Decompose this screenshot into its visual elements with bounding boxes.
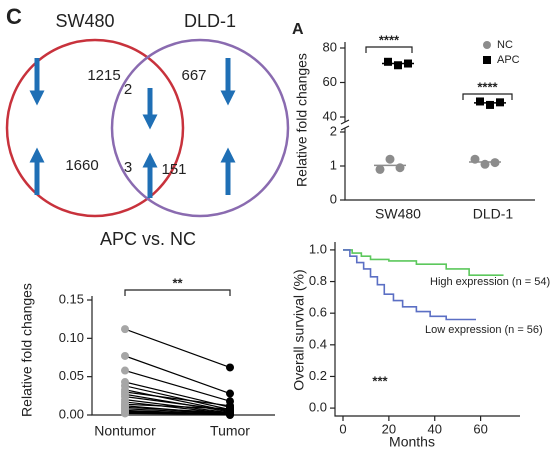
x-tick-label: SW480 <box>375 206 421 222</box>
dot <box>385 154 395 164</box>
region-count: 1660 <box>65 157 98 174</box>
panel-label: A <box>292 21 304 38</box>
y-tick-label: 40 <box>323 108 337 123</box>
dot <box>121 366 129 375</box>
dot <box>486 100 494 109</box>
y-axis-label: Relative fold changes <box>294 53 310 187</box>
y-axis-label: Overall survival (%) <box>291 269 307 390</box>
dot <box>226 389 234 398</box>
pair-line <box>124 403 231 410</box>
dot <box>384 57 392 66</box>
y-tick-label: 0.00 <box>59 406 84 421</box>
pair-line <box>124 385 231 411</box>
x-tick-label: 60 <box>473 421 487 436</box>
venn-caption: APC vs. NC <box>100 229 196 249</box>
dot <box>470 154 480 164</box>
y-tick-label: 0.10 <box>59 330 84 345</box>
annotation: *** <box>372 373 388 388</box>
x-axis-label: Months <box>389 434 435 450</box>
y-tick-label: 0.05 <box>59 368 84 383</box>
pair-line <box>124 406 231 414</box>
dot <box>121 409 129 418</box>
dot <box>121 351 129 360</box>
y-tick-label: 2 <box>330 123 337 138</box>
legend-label: Low expression (n = 56) <box>425 324 543 336</box>
set-label: DLD-1 <box>184 11 236 31</box>
dot <box>476 97 484 106</box>
bracket <box>365 46 413 53</box>
y-tick-label: 0 <box>330 191 337 206</box>
region-count: 1215 <box>87 67 120 84</box>
y-tick-label: 0.8 <box>309 273 327 288</box>
annotation: ** <box>172 275 183 290</box>
axis-break <box>340 119 350 131</box>
region-count: 667 <box>181 67 206 84</box>
dot <box>496 98 504 107</box>
pair-line <box>124 411 231 415</box>
dot <box>226 410 234 419</box>
legend-label: NC <box>497 39 513 51</box>
dot <box>490 158 500 168</box>
dot <box>375 164 385 174</box>
legend-label: High expression (n = 54) <box>430 276 550 288</box>
y-tick-label: 0.2 <box>309 368 327 383</box>
pair-line <box>124 391 231 407</box>
arrows <box>29 58 236 198</box>
y-tick-label: 60 <box>323 74 337 89</box>
venn-circle <box>5 38 185 218</box>
legend-swatch <box>483 41 491 49</box>
dot <box>395 163 405 173</box>
x-tick-label: 0 <box>339 421 346 436</box>
region-count: 2 <box>124 81 132 98</box>
y-axis-label: Relative fold changes <box>19 283 35 417</box>
pair-line <box>124 412 231 415</box>
x-tick-label: Nontumor <box>94 423 156 439</box>
dot <box>226 363 234 372</box>
annotation: **** <box>477 79 498 94</box>
survival-curve <box>343 249 477 321</box>
region-count: 151 <box>161 161 186 178</box>
x-tick-label: 20 <box>382 421 396 436</box>
pair-line <box>124 369 231 402</box>
dot <box>480 159 490 169</box>
set-label: SW480 <box>55 11 114 31</box>
panel-label: C <box>6 4 22 29</box>
y-tick-label: 1 <box>330 157 337 172</box>
dot <box>394 61 402 70</box>
annotation: **** <box>379 32 400 47</box>
y-tick-label: 0.4 <box>309 336 327 351</box>
pair-line <box>124 355 231 395</box>
y-tick-label: 80 <box>323 39 337 54</box>
bracket <box>124 289 231 296</box>
axis <box>334 242 520 417</box>
pair-line <box>124 328 231 369</box>
legend-swatch <box>483 56 491 64</box>
survival-curve <box>343 249 504 277</box>
y-tick-label: 1.0 <box>309 241 327 256</box>
x-tick-label: 40 <box>427 421 441 436</box>
y-tick-label: 0.6 <box>309 305 327 320</box>
region-count: 3 <box>124 159 132 176</box>
x-tick-label: DLD-1 <box>473 206 514 222</box>
bracket <box>462 93 513 100</box>
dot <box>404 59 412 68</box>
y-tick-label: 0.15 <box>59 291 84 306</box>
venn-circle <box>110 38 290 218</box>
x-tick-label: Tumor <box>210 423 250 439</box>
dot <box>121 325 129 334</box>
axis <box>91 296 275 416</box>
legend-label: APC <box>497 54 520 66</box>
y-tick-label: 0.0 <box>309 400 327 415</box>
